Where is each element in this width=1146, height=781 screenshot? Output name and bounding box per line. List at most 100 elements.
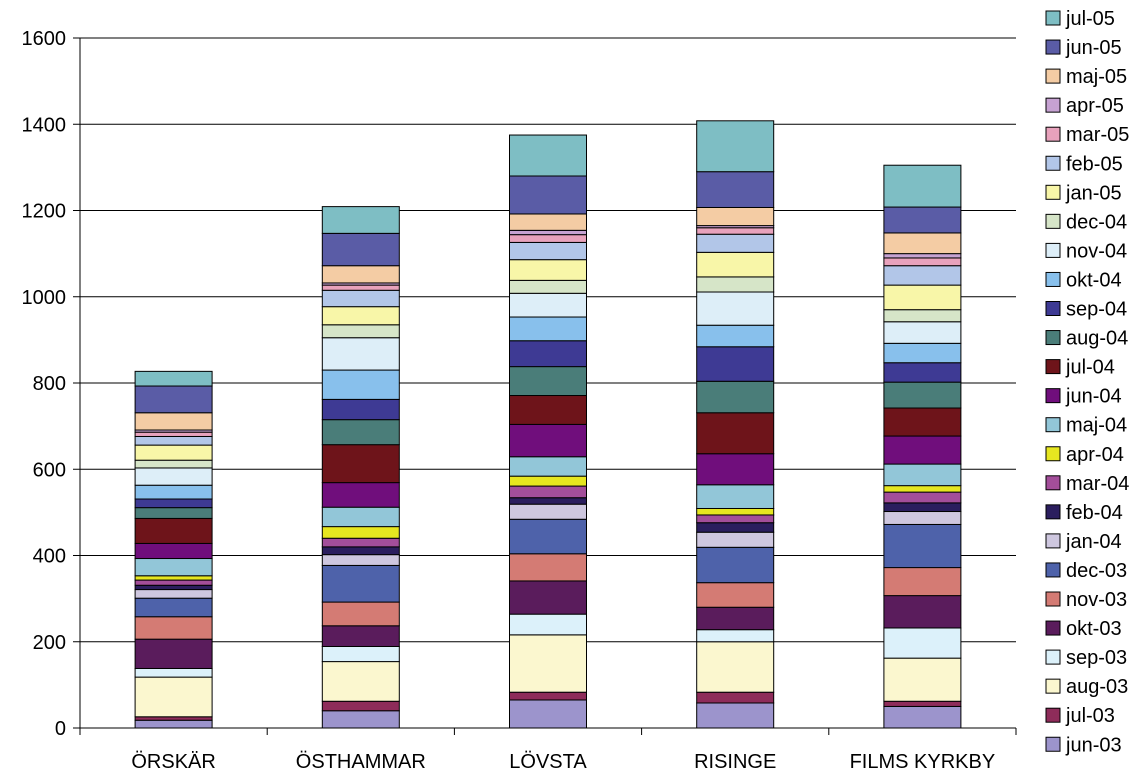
bar-segment <box>883 362 962 383</box>
bar-segment <box>696 206 775 227</box>
legend-label: maj-05 <box>1066 66 1127 88</box>
bar-segment <box>134 412 213 431</box>
bar-segment <box>509 229 587 236</box>
bar-segment <box>883 511 962 525</box>
legend-label: maj-04 <box>1066 415 1127 437</box>
bar-segment <box>696 531 775 548</box>
legend-label: aug-03 <box>1066 676 1128 698</box>
x-category-label: ÖSTHAMMAR <box>296 751 426 773</box>
bar-segment <box>509 456 587 477</box>
bar-segment <box>134 716 213 721</box>
legend-label: sep-03 <box>1066 647 1127 669</box>
bar-segment <box>321 537 400 548</box>
bar-segment <box>134 638 213 669</box>
bar-segment <box>134 385 213 414</box>
legend-swatch <box>1045 562 1061 578</box>
bar-segment <box>509 279 587 294</box>
bar-segment <box>509 234 587 243</box>
bar-segment <box>509 497 587 505</box>
y-tick-label: 200 <box>33 632 66 654</box>
bar-segment <box>321 554 400 566</box>
legend-label: dec-03 <box>1066 560 1127 582</box>
bar-segment <box>321 398 400 421</box>
bar-segment <box>696 120 775 173</box>
bar-segment <box>134 507 213 519</box>
bar-segment <box>509 691 587 701</box>
bar-segment <box>321 284 400 291</box>
bar-segment <box>883 700 962 707</box>
legend-swatch <box>1045 97 1061 113</box>
legend: jul-05 jun-05 maj-05 apr-05 mar-05 feb-05 jan-… <box>1045 8 1129 756</box>
y-tick-label: 800 <box>33 373 66 395</box>
bar-segment <box>509 699 587 729</box>
legend-swatch <box>1045 126 1061 142</box>
bar-segment <box>883 284 962 311</box>
legend-swatch <box>1045 242 1061 258</box>
bar-segment <box>134 584 213 591</box>
bar-segment <box>321 645 400 663</box>
y-tick-label: 600 <box>33 459 66 481</box>
bar-segment <box>883 309 962 323</box>
bar-segment <box>134 676 213 718</box>
y-tick-label: 1000 <box>22 287 67 309</box>
bar-segment <box>509 241 587 261</box>
legend-swatch <box>1045 736 1061 752</box>
bar-segment <box>321 700 400 712</box>
bar-segment <box>696 412 775 455</box>
bar-segment <box>134 616 213 640</box>
bar-segment <box>696 233 775 253</box>
legend-label: aug-04 <box>1066 328 1128 350</box>
bar-segment <box>696 380 775 414</box>
bar-segment <box>134 575 213 581</box>
legend-label: apr-04 <box>1066 444 1124 466</box>
bar-segment <box>134 719 213 729</box>
legend-swatch <box>1045 504 1061 520</box>
bar-segment <box>509 292 587 318</box>
bar-segment <box>321 369 400 400</box>
bar-segment <box>509 340 587 368</box>
y-tick-label: 400 <box>33 546 66 568</box>
legend-label: nov-04 <box>1066 240 1127 262</box>
bar-segment <box>883 321 962 344</box>
bar-segment <box>321 506 400 528</box>
legend-label: dec-04 <box>1066 211 1127 233</box>
bar-segment <box>696 514 775 524</box>
legend-label: okt-03 <box>1066 618 1122 640</box>
bar-segment <box>321 206 400 234</box>
bar-segment <box>509 366 587 397</box>
bar-segment <box>509 634 587 693</box>
bar-segment <box>883 491 962 504</box>
bar-segment <box>509 134 587 177</box>
bar-segment <box>509 518 587 555</box>
bar-segment <box>696 522 775 533</box>
legend-label: nov-03 <box>1066 589 1127 611</box>
bar-segment <box>883 257 962 267</box>
y-axis-tick-labels: 0 200 400 600 800 1000 1200 1400 1600 <box>22 28 67 740</box>
x-category-label: ÖRSKÄR <box>131 751 215 773</box>
bar-segment <box>134 435 213 446</box>
bar-segment <box>696 171 775 208</box>
legend-swatch <box>1045 68 1061 84</box>
bar-segment <box>696 346 775 382</box>
bar-segment <box>883 206 962 234</box>
bar-segment <box>134 542 213 560</box>
bar-segment <box>509 580 587 615</box>
bar-segment <box>134 431 213 437</box>
bar-segment <box>883 265 962 286</box>
bar-segment <box>509 213 587 231</box>
bar-segment <box>321 289 400 308</box>
bar-segment <box>509 395 587 425</box>
axes <box>73 37 1017 735</box>
bar-segment <box>509 316 587 342</box>
x-category-label: LÖVSTA <box>509 751 587 773</box>
legend-swatch <box>1045 359 1061 375</box>
legend-swatch <box>1045 330 1061 346</box>
legend-label: mar-04 <box>1066 473 1129 495</box>
bar-stacks <box>134 120 962 729</box>
bar-segment <box>134 459 213 469</box>
bar-segment <box>509 475 587 487</box>
bar-segment <box>321 710 400 729</box>
bar-segment <box>321 661 400 702</box>
bar-segment <box>696 691 775 704</box>
bar-segment <box>134 370 213 387</box>
